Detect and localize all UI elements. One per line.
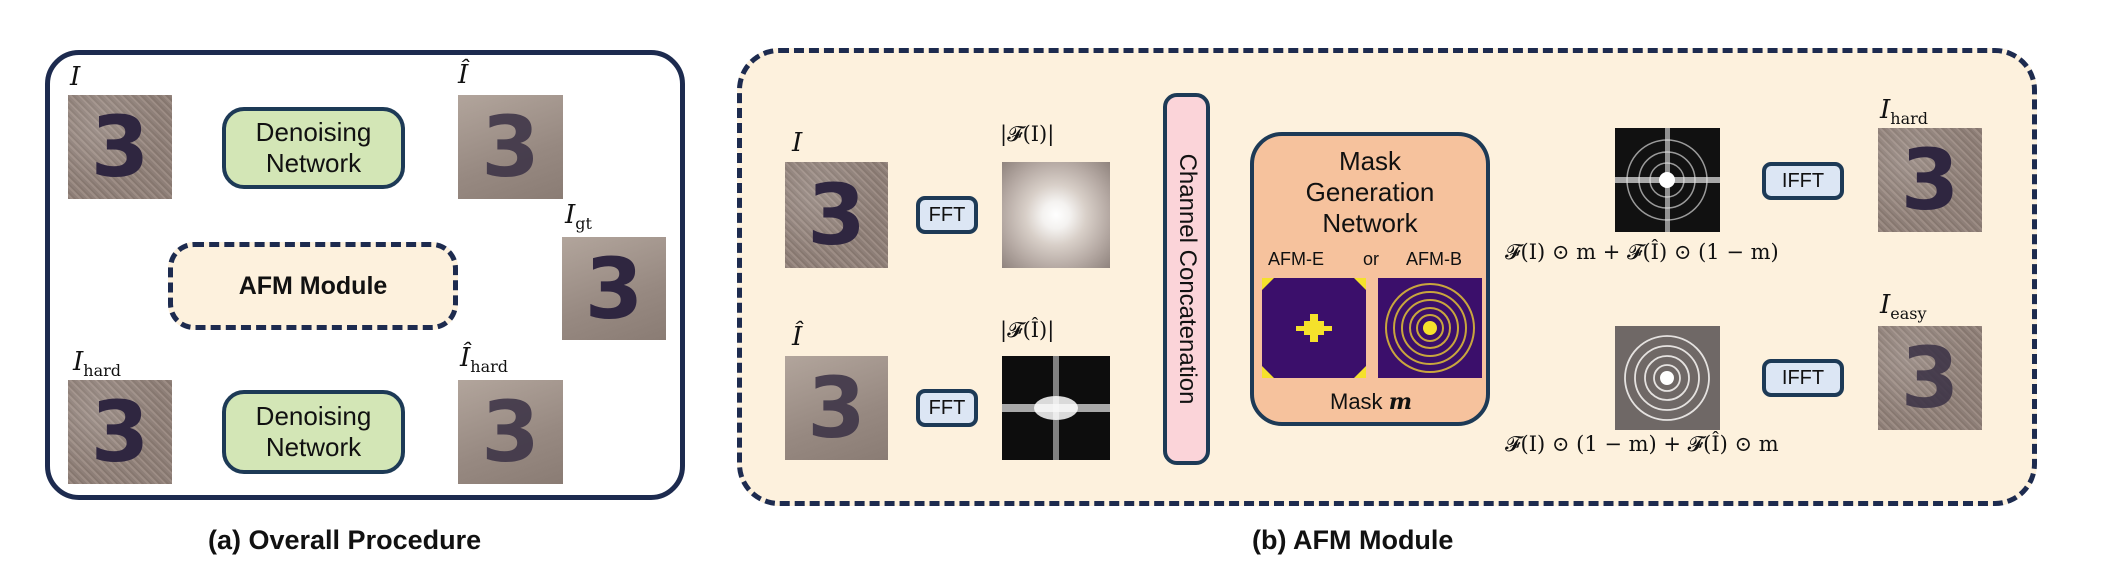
afm-b-mask-image xyxy=(1378,278,1482,378)
mask-label: Mask m xyxy=(1330,389,1412,415)
formula-top: 𝓕(I) ⊙ m + 𝓕(Î) ⊙ (1 − m) xyxy=(1505,240,1779,264)
caption-a: (a) Overall Procedure xyxy=(208,525,482,555)
b-input-image-I-hat: 3 xyxy=(785,356,888,460)
afm-b-label: AFM-B xyxy=(1406,249,1462,269)
afm-e-label: AFM-E xyxy=(1268,249,1324,269)
label-out-hard: Ihard xyxy=(1880,95,1929,129)
hard-output-image: 3 xyxy=(458,380,563,484)
label-b-I-hat: Î xyxy=(792,322,803,352)
formula-bottom: 𝓕(I) ⊙ (1 − m) + 𝓕(Î) ⊙ m xyxy=(1505,432,1779,456)
mixed-spectrum-top-pattern xyxy=(1615,128,1720,232)
mixed-spectrum-bottom xyxy=(1615,326,1720,430)
output-hard-image: 3 xyxy=(1878,128,1982,232)
or-label: or xyxy=(1363,249,1380,269)
mixed-spectrum-bottom-pattern xyxy=(1615,326,1720,430)
fft-top: FFT xyxy=(916,196,978,234)
label-out-easy: Ieasy xyxy=(1880,290,1927,324)
denoising-network-bottom: Denoising Network xyxy=(222,390,405,474)
mgn-title: Mask Generation Network xyxy=(1305,146,1435,238)
spectrum-bottom-image xyxy=(1002,356,1110,460)
ifft-bottom: IFFT xyxy=(1762,359,1844,397)
spectrum-bottom-pattern xyxy=(1002,356,1110,460)
channel-concatenation: Channel Concatenation xyxy=(1163,93,1210,465)
afm-e-mask-image xyxy=(1262,278,1366,378)
label-b-I: I xyxy=(792,128,803,158)
concat-label: Channel Concatenation xyxy=(1173,153,1201,405)
output-image-I-hat: 3 xyxy=(458,95,563,199)
hard-image: 3 xyxy=(68,380,172,484)
spectrum-top-image xyxy=(1002,162,1110,268)
caption-b: (b) AFM Module xyxy=(1252,525,1454,555)
label-I-hard: Ihard xyxy=(73,347,122,381)
label-I-hat-hard: Îhard xyxy=(460,343,509,377)
label-spec-bottom: |𝓕(Î)| xyxy=(1000,318,1055,342)
fft-bottom: FFT xyxy=(916,389,978,427)
afm-module-box: AFM Module xyxy=(168,242,458,330)
mask-generation-network: Mask Generation Network AFM-E or AFM-B Mas… xyxy=(1250,132,1490,426)
input-image-I: 3 xyxy=(68,95,172,199)
label-I-hat: Î xyxy=(458,60,469,90)
label-I-gt: Igt xyxy=(565,200,592,234)
output-easy-image: 3 xyxy=(1878,326,1982,430)
ifft-top: IFFT xyxy=(1762,162,1844,200)
ground-truth-image: 3 xyxy=(562,237,666,340)
b-input-image-I: 3 xyxy=(785,162,888,268)
label-spec-top: |𝓕(I)| xyxy=(1000,122,1055,146)
label-I: I xyxy=(70,62,81,92)
denoising-network-top: Denoising Network xyxy=(222,107,405,189)
mixed-spectrum-top xyxy=(1615,128,1720,232)
